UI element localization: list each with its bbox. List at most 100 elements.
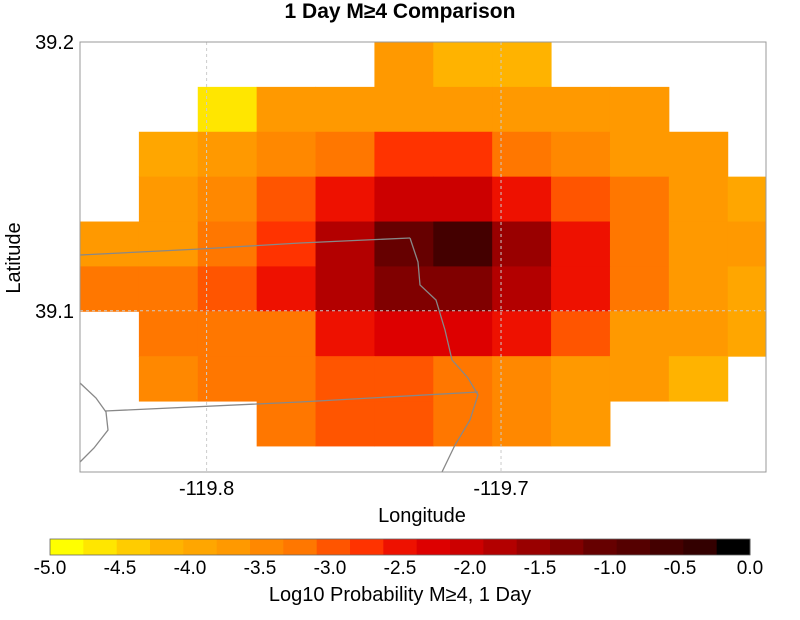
heatmap-cell [433,176,493,223]
heatmap-cell [374,42,434,88]
heatmap-cell [492,221,552,267]
colorbar-tick-label: -4.5 [104,558,137,579]
heatmap-cell [315,86,375,133]
heatmap-cell [551,266,611,312]
colorbar-tick-label: -2.5 [384,558,417,579]
heatmap-cell [433,42,493,88]
heatmap-cell [374,86,434,133]
heatmap-cell [609,176,670,223]
heatmap-cell [551,131,611,178]
colorbar-swatch [116,539,151,555]
heatmap-cell [374,131,434,178]
y-tick-label: 39.2 [35,32,74,54]
x-axis-label: Longitude [378,505,466,527]
heatmap-cell [315,311,375,357]
colorbar-tick-label: 0.0 [737,558,763,579]
heatmap-cell [197,266,258,312]
x-axis-ticks: -119.8 -119.7 [179,478,529,500]
heatmap-cell [492,86,552,133]
colorbar-tick-label: -1.5 [524,558,557,579]
heatmap-cell [138,311,199,357]
heatmap-cell [551,176,611,223]
heatmap-cell [374,356,434,402]
x-tick-label: -119.7 [473,478,528,500]
colorbar-swatch [316,539,351,555]
heatmap-cell [668,221,729,267]
heatmap-cell [138,176,199,223]
heatmap-cell [138,221,199,267]
heatmap-cell [374,221,434,267]
colorbar-swatch [516,539,551,555]
heatmap-cell [138,266,199,312]
heatmap-cell [197,86,258,133]
heatmap-cell [256,86,317,133]
heatmap-cell [668,266,729,312]
heatmap-cell [609,266,670,312]
heatmap-cell [492,42,552,88]
heatmap-cell [551,356,611,402]
heatmap-cell [80,266,140,312]
colorbar-label: Log10 Probability M≥4, 1 Day [268,584,532,606]
heatmap-cell [492,266,552,312]
heatmap-cell [492,401,552,447]
colorbar-swatch [250,539,284,555]
heatmap-cell [197,176,258,223]
colorbar-tick-label: -5.0 [34,558,67,579]
boundary-line [79,237,411,256]
heatmap-cell [197,311,258,357]
heatmap-cell [138,131,199,178]
plot-frame [79,41,767,473]
heatmap-cell [433,221,493,267]
heatmap-cell [433,86,493,133]
colorbar-swatch [350,539,384,555]
heatmap-cell [433,311,493,357]
colorbar-tick-label: -2.0 [454,558,487,579]
y-axis-label: Latitude [3,222,25,293]
colorbar-swatch [416,539,451,555]
heatmap-plot: -119.8 -119.7 39.1 39.2 Longitude Latitude [3,32,767,527]
heatmap-cells [80,42,767,447]
heatmap-cell [374,176,434,223]
colorbar-swatch [50,539,84,555]
colorbar-swatch [150,539,184,555]
colorbar-tick-label: -1.0 [594,558,627,579]
heatmap-cell [492,131,552,178]
colorbar-swatch [550,539,584,555]
heatmap-cell [256,311,317,357]
heatmap-cell [138,356,199,402]
y-axis-ticks: 39.1 39.2 [35,32,74,323]
heatmap-cell [492,176,552,223]
heatmap-cell [551,311,611,357]
heatmap-cell [256,176,317,223]
heatmap-cell [256,131,317,178]
colorbar-swatches [49,538,751,556]
chart-title: 1 Day M≥4 Comparison [284,0,516,23]
colorbar-swatch [450,539,484,555]
colorbar-swatch [583,539,618,555]
heatmap-cell [668,131,729,178]
heatmap-cell [727,266,767,312]
heatmap-cell [668,311,729,357]
state-boundary-lines [79,237,479,473]
heatmap-cell [197,356,258,402]
colorbar-swatch [683,539,718,555]
heatmap-cell [315,401,375,447]
heatmap-cell [433,401,493,447]
heatmap-cell [256,356,317,402]
heatmap-cell [315,176,375,223]
heatmap-cell [315,356,375,402]
colorbar-swatch [716,539,751,555]
heatmap-cell [80,221,140,267]
colorbar-tick-label: -4.0 [174,558,207,579]
heatmap-cell [727,221,767,267]
heatmap-cell [315,131,375,178]
colorbar-swatch [650,539,684,555]
heatmap-cell [609,311,670,357]
boundary-line [79,382,109,463]
y-tick-label: 39.1 [35,301,74,323]
heatmap-cell [668,356,729,402]
colorbar-frame [49,538,751,556]
heatmap-cell [609,356,670,402]
x-tick-label: -119.8 [179,478,234,500]
